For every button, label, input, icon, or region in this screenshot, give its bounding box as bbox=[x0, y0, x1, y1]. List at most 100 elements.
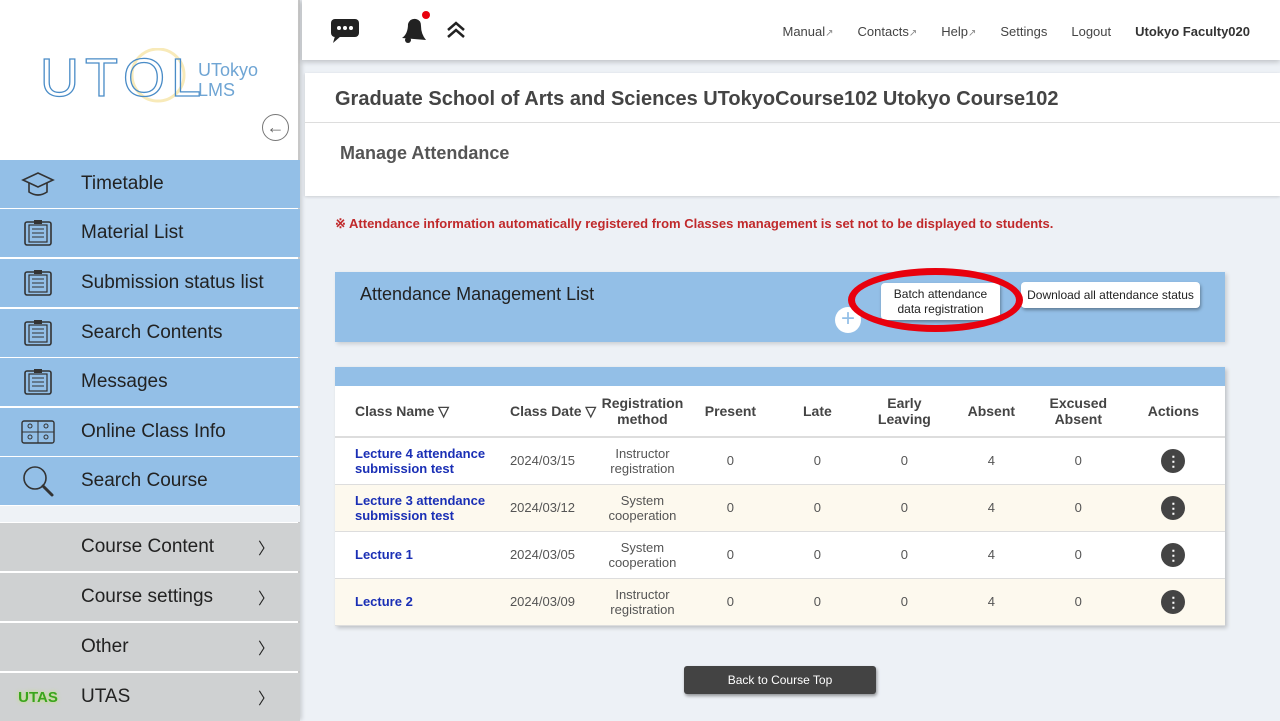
top-bar: Manual↗ Contacts↗ Help↗ Settings Logout Utoky… bbox=[302, 0, 1280, 60]
cell-absent: 4 bbox=[947, 531, 1035, 579]
collapse-sidebar-button[interactable]: ← bbox=[262, 114, 289, 141]
course-title: Graduate School of Arts and Sciences UTo… bbox=[335, 88, 1059, 110]
svg-text:UTokyo: UTokyo bbox=[198, 60, 258, 80]
cell-present: 0 bbox=[686, 437, 774, 485]
table-row: Lecture 4 attendance submission test 2024… bbox=[335, 437, 1225, 485]
sidebar-item-label: Material List bbox=[81, 222, 184, 243]
bell-icon[interactable] bbox=[396, 10, 432, 46]
sidebar-item-label: Submission status list bbox=[81, 272, 264, 293]
actions-cell: ⋮ bbox=[1121, 484, 1225, 532]
sidebar-group-other[interactable]: Other 〉 bbox=[0, 623, 300, 671]
scroll-top-icon[interactable] bbox=[446, 20, 466, 40]
table-row: Lecture 1 2024/03/05 System cooperation 0 0 0… bbox=[335, 531, 1225, 579]
cell-late: 0 bbox=[773, 437, 861, 485]
sidebar-item-submission-status-list[interactable]: Submission status list bbox=[0, 259, 300, 307]
topbar-link-help[interactable]: Help↗ bbox=[941, 24, 976, 39]
arrow-left-icon: ← bbox=[266, 117, 285, 137]
external-link-icon: ↗ bbox=[825, 28, 834, 39]
sidebar-group-label: Other bbox=[81, 636, 129, 657]
class-name-link[interactable]: Lecture 2 bbox=[335, 578, 510, 626]
notice-text: ※ Attendance information automatically r… bbox=[335, 216, 1054, 231]
cell-method: System cooperation bbox=[597, 531, 687, 579]
table-row: Lecture 2 2024/03/09 Instructor registrati… bbox=[335, 578, 1225, 626]
video-grid-icon bbox=[0, 420, 81, 444]
sidebar-item-timetable[interactable]: Timetable bbox=[0, 160, 300, 208]
topbar-link-contacts[interactable]: Contacts↗ bbox=[858, 24, 918, 39]
sidebar-group-utas[interactable]: UTAS UTAS 〉 bbox=[0, 673, 300, 721]
column-header: Actions bbox=[1121, 386, 1225, 438]
sidebar-group-label: Course settings bbox=[81, 586, 214, 607]
cell-method: Instructor registration bbox=[597, 437, 687, 485]
cell-late: 0 bbox=[773, 484, 861, 532]
sidebar-item-label: Search Contents bbox=[81, 322, 223, 343]
column-header[interactable]: Class Name ▽ bbox=[335, 386, 510, 438]
cell-method: System cooperation bbox=[597, 484, 687, 532]
column-header: Late bbox=[773, 386, 861, 438]
chat-icon[interactable] bbox=[330, 18, 360, 44]
sidebar-divider bbox=[0, 506, 300, 522]
cell-early: 0 bbox=[860, 484, 948, 532]
sidebar-item-online-class-info[interactable]: Online Class Info bbox=[0, 408, 300, 456]
back-to-course-top-button[interactable]: Back to Course Top bbox=[684, 666, 876, 694]
user-name[interactable]: Utokyo Faculty020 bbox=[1135, 24, 1250, 39]
sidebar-group-course-content[interactable]: Course Content 〉 bbox=[0, 523, 300, 571]
cell-present: 0 bbox=[686, 531, 774, 579]
cell-excused: 0 bbox=[1034, 578, 1122, 626]
sidebar-item-messages[interactable]: Messages bbox=[0, 358, 300, 406]
link-label: Settings bbox=[1000, 24, 1048, 39]
link-label: Contacts bbox=[857, 24, 909, 39]
topbar-link-settings[interactable]: Settings bbox=[1000, 24, 1047, 39]
chevron-right-icon: 〉 bbox=[257, 691, 274, 708]
panel-title: Attendance Management List bbox=[360, 284, 595, 304]
more-actions-icon[interactable]: ⋮ bbox=[1161, 589, 1186, 614]
sidebar-item-search-course[interactable]: Search Course bbox=[0, 457, 300, 505]
link-label: Manual bbox=[782, 24, 826, 39]
sidebar-item-search-contents[interactable]: Search Contents bbox=[0, 309, 300, 357]
cell-present: 0 bbox=[686, 484, 774, 532]
sidebar-group-course-settings[interactable]: Course settings 〉 bbox=[0, 573, 300, 621]
cell-absent: 4 bbox=[947, 437, 1035, 485]
attendance-table: Class Name ▽ Class Date ▽ Registration met… bbox=[335, 367, 1225, 626]
cell-present: 0 bbox=[686, 578, 774, 626]
actions-cell: ⋮ bbox=[1121, 531, 1225, 579]
actions-cell: ⋮ bbox=[1121, 437, 1225, 485]
clipboard-icon bbox=[0, 368, 81, 396]
cell-early: 0 bbox=[860, 531, 948, 579]
chevron-right-icon: 〉 bbox=[257, 641, 274, 658]
search-icon bbox=[0, 464, 81, 498]
more-actions-icon[interactable]: ⋮ bbox=[1161, 542, 1186, 567]
link-label: Logout bbox=[1071, 24, 1112, 39]
column-header[interactable]: Class Date ▽ bbox=[509, 386, 598, 438]
group-icon-slot: UTAS bbox=[0, 689, 81, 706]
sidebar-group-label: UTAS bbox=[81, 686, 131, 707]
sidebar-item-material-list[interactable]: Material List bbox=[0, 209, 300, 257]
class-name-link[interactable]: Lecture 3 attendance submission test bbox=[335, 484, 510, 532]
svg-text:LMS: LMS bbox=[198, 80, 235, 100]
class-name-link[interactable]: Lecture 1 bbox=[335, 531, 510, 579]
cell-method: Instructor registration bbox=[597, 578, 687, 626]
chevron-right-icon: 〉 bbox=[257, 591, 274, 608]
sidebar-group-label: Course Content bbox=[81, 536, 215, 557]
more-actions-icon[interactable]: ⋮ bbox=[1161, 495, 1186, 520]
cell-date: 2024/03/15 bbox=[509, 437, 598, 485]
more-actions-icon[interactable]: ⋮ bbox=[1161, 448, 1186, 473]
topbar-link-manual[interactable]: Manual↗ bbox=[783, 24, 834, 39]
cell-late: 0 bbox=[773, 531, 861, 579]
svg-text:UTOL: UTOL bbox=[40, 48, 207, 108]
class-name-link[interactable]: Lecture 4 attendance submission test bbox=[335, 437, 510, 485]
clipboard-icon bbox=[0, 219, 81, 247]
topbar-link-logout[interactable]: Logout bbox=[1071, 24, 1111, 39]
cell-date: 2024/03/05 bbox=[509, 531, 598, 579]
cell-excused: 0 bbox=[1034, 484, 1122, 532]
table-row: Lecture 3 attendance submission test 2024… bbox=[335, 484, 1225, 532]
column-header: Excused Absent bbox=[1034, 386, 1122, 438]
cell-late: 0 bbox=[773, 578, 861, 626]
utas-logo-icon: UTAS bbox=[18, 688, 58, 706]
sidebar: UTOL UTokyo LMS ← Timetable Material List… bbox=[0, 0, 300, 721]
highlight-circle bbox=[848, 268, 1023, 332]
divider bbox=[305, 122, 1280, 123]
download-all-button[interactable]: Download all attendance status bbox=[1021, 282, 1200, 308]
cell-excused: 0 bbox=[1034, 437, 1122, 485]
sidebar-item-label: Messages bbox=[81, 371, 168, 392]
clipboard-icon bbox=[0, 269, 81, 297]
